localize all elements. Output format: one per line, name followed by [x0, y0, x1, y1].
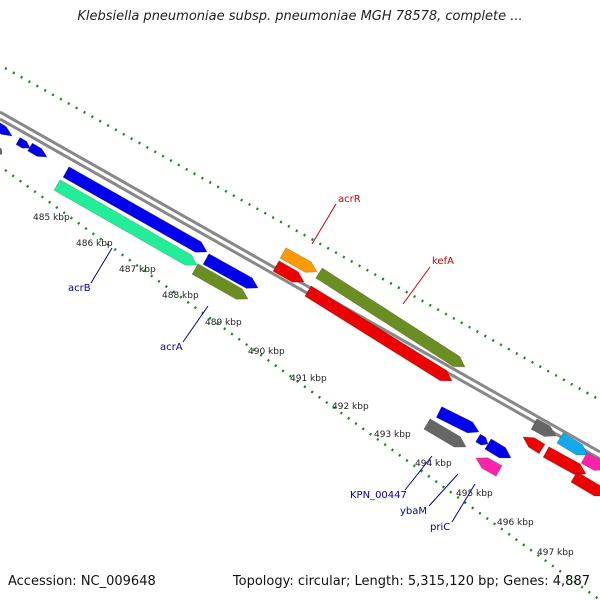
gene-feature-acrA[interactable] [191, 263, 251, 304]
gene-label-priC[interactable]: priC [430, 522, 450, 533]
genome-backbone-inner [0, 117, 600, 461]
tick-label: 487 kbp [119, 265, 156, 275]
gene-feature-blue-tiny[interactable] [475, 433, 491, 448]
gene-feature-KPN_00447[interactable] [423, 418, 469, 452]
tick-label: 491 kbp [290, 374, 327, 384]
lower-dotted-guide [4, 168, 600, 600]
tick-label: 488 kbp [162, 291, 199, 301]
ybaM-leader [428, 473, 459, 507]
gene-feature-gray-right[interactable] [530, 418, 559, 442]
gene-feature-red-edge[interactable] [570, 471, 600, 501]
gene-feature-red-right-small[interactable] [520, 432, 546, 455]
gene-feature-red-long[interactable] [304, 285, 455, 386]
tick-label: 495 kbp [456, 489, 493, 499]
tick-label: 493 kbp [374, 430, 411, 440]
topology-summary: Topology: circular; Length: 5,315,120 bp… [232, 574, 590, 589]
priC-leader [451, 483, 476, 523]
gene-feature-blue-acrB-upper[interactable] [62, 166, 210, 257]
gene-feature-blue-495[interactable] [484, 438, 514, 463]
gene-feature-acrB[interactable] [53, 179, 200, 270]
gene-feature-priC[interactable] [473, 453, 503, 477]
gene-label-ybaM[interactable]: ybaM [400, 506, 427, 517]
acrR-leader [311, 203, 337, 245]
gene-feature-blue-edge[interactable] [0, 119, 14, 139]
gene-feature-kefA[interactable] [315, 267, 468, 372]
KPN_00447-leader [404, 455, 433, 491]
gene-feature-acrR[interactable] [279, 247, 320, 277]
tick-label: 494 kbp [415, 459, 452, 469]
map-title: Klebsiella pneumoniae subsp. pneumoniae … [77, 9, 523, 24]
gene-label-kefA[interactable]: kefA [432, 256, 454, 267]
gene-label-KPN_00447[interactable]: KPN_00447 [350, 490, 407, 501]
accession-text: Accession: NC_009648 [8, 574, 156, 589]
tick-label: 492 kbp [332, 402, 369, 412]
tick-label: 486 kbp [76, 239, 113, 249]
tick-label: 485 kbp [33, 213, 70, 223]
tick-label: 490 kbp [248, 347, 285, 357]
gene-feature-blue-small-1[interactable] [15, 137, 32, 152]
gene-label-acrB[interactable]: acrB [68, 283, 91, 294]
gene-label-acrR[interactable]: acrR [338, 194, 361, 205]
gene-feature-blue-small-2[interactable] [27, 142, 50, 161]
kefA-leader [402, 266, 431, 305]
gene-feature-blue-494[interactable] [435, 406, 481, 438]
gene-label-acrA[interactable]: acrA [160, 342, 183, 353]
tick-label: 489 kbp [205, 318, 242, 328]
acrB-leader [90, 247, 113, 284]
gene-feature-cyan[interactable] [556, 432, 591, 460]
tick-label: 496 kbp [497, 518, 534, 528]
upper-dotted-guide [4, 66, 600, 402]
gene-feature-blue-mid[interactable] [202, 253, 261, 293]
tick-label: 497 kbp [537, 548, 574, 558]
acrA-leader [182, 305, 209, 343]
gene-feature-red-small[interactable] [272, 260, 307, 287]
gene-feature-gray-edge[interactable] [0, 146, 4, 158]
